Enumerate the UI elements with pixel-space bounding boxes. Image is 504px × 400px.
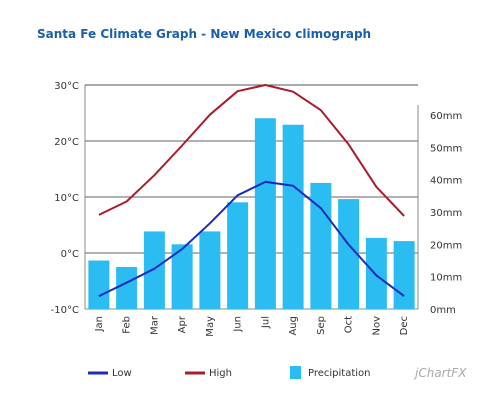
precipitation-bar xyxy=(282,124,304,310)
right-tick-label: 10mm xyxy=(430,273,462,284)
x-tick-label: Dec xyxy=(399,316,410,335)
chart-title: Santa Fe Climate Graph - New Mexico clim… xyxy=(37,27,371,41)
low-temperature-line xyxy=(98,180,405,298)
precipitation-bar xyxy=(254,118,276,310)
precipitation-bar xyxy=(365,237,387,309)
legend: Low High Precipitation xyxy=(88,366,371,379)
legend-label: Low xyxy=(112,368,132,379)
x-tick-label: Oct xyxy=(344,316,355,333)
x-tick-label: Aug xyxy=(288,316,299,336)
x-tick-label: Jul xyxy=(260,316,271,329)
precipitation-bar xyxy=(199,231,221,309)
precipitation-bars xyxy=(88,118,415,310)
legend-swatch xyxy=(290,366,301,379)
x-tick-label: Nov xyxy=(371,316,382,336)
left-axis-ticks: 30°C 20°C 10°C 0°C -10°C xyxy=(51,81,79,316)
precipitation-bar xyxy=(88,260,110,309)
x-tick-label: Apr xyxy=(177,315,188,333)
left-tick-label: -10°C xyxy=(51,305,79,316)
x-tick-label: Sep xyxy=(316,316,327,335)
precipitation-bar xyxy=(227,202,249,309)
precipitation-bar xyxy=(338,199,360,309)
left-tick-label: 10°C xyxy=(54,193,79,204)
left-tick-label: 30°C xyxy=(54,81,79,92)
x-tick-label: Jun xyxy=(233,316,244,333)
high-temperature-line xyxy=(98,84,405,217)
x-tick-label: Jan xyxy=(94,316,105,332)
precipitation-bar xyxy=(116,266,138,309)
right-axis-ticks: 60mm 50mm 40mm 30mm 20mm 10mm 0mm xyxy=(430,111,462,316)
left-tick-label: 20°C xyxy=(54,137,79,148)
right-tick-label: 30mm xyxy=(430,208,462,219)
precipitation-bar xyxy=(143,231,165,309)
x-tick-label: Feb xyxy=(122,316,133,334)
x-tick-label: May xyxy=(205,316,216,337)
x-tick-label: Mar xyxy=(149,315,160,335)
legend-label: High xyxy=(209,368,232,379)
brand-watermark: jChartFX xyxy=(413,366,467,380)
precipitation-bar xyxy=(393,241,415,309)
left-tick-label: 0°C xyxy=(61,249,79,260)
grid-lines xyxy=(84,84,419,310)
temperature-lines xyxy=(98,84,405,298)
precipitation-bar xyxy=(171,244,193,309)
right-tick-label: 50mm xyxy=(430,143,462,154)
x-axis-ticks: Jan Feb Mar Apr May Jun Jul Aug Sep Oct Nov Dec xyxy=(94,315,410,337)
right-tick-label: 0mm xyxy=(430,305,456,316)
right-tick-label: 60mm xyxy=(430,111,462,122)
legend-label: Precipitation xyxy=(308,368,371,379)
right-tick-label: 40mm xyxy=(430,176,462,187)
right-tick-label: 20mm xyxy=(430,240,462,251)
